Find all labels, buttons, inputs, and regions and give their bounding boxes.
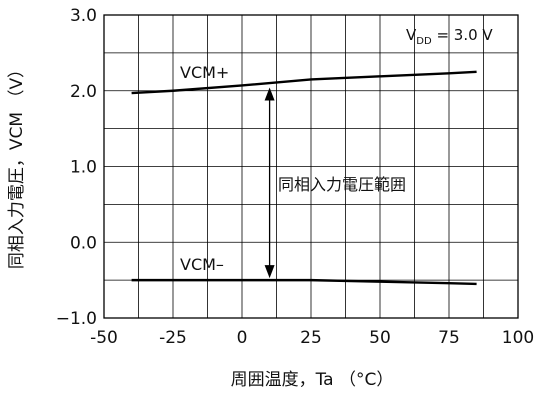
x-tick-label: -50 — [90, 328, 118, 348]
condition-sub: DD — [416, 36, 432, 47]
x-tick-label: 50 — [369, 328, 391, 348]
range-arrow-head-up — [264, 87, 275, 101]
series-line-vcm-minus — [131, 278, 477, 286]
series-label-vcm-plus: VCM+ — [180, 63, 229, 82]
condition-suffix: = 3.0 V — [432, 26, 494, 44]
y-axis-label: 同相入力電圧，VCM （V） — [7, 61, 27, 269]
annotation-label: 同相入力電圧範囲 — [278, 175, 406, 194]
y-tick-label: 2.0 — [70, 82, 97, 102]
series-label-vcm-minus: VCM– — [180, 255, 224, 274]
x-tick-label: 25 — [300, 328, 322, 348]
range-arrow-head-down — [264, 265, 275, 279]
x-tick-label: 75 — [438, 328, 460, 348]
tick-labels: -50 -25 0 25 50 75 100 −1.0 0.0 1.0 2.0 3.0 — [56, 6, 535, 348]
y-tick-label: 3.0 — [70, 6, 97, 26]
x-axis-label: 周囲温度，Ta （°C） — [231, 370, 394, 390]
x-tick-label: 100 — [502, 328, 534, 348]
condition-label: VDD = 3.0 V — [406, 26, 493, 47]
y-tick-label: 1.0 — [70, 158, 97, 178]
x-tick-label: 0 — [237, 328, 248, 348]
plot-frame — [103, 14, 519, 319]
series-layer — [131, 70, 477, 286]
y-tick-label: 0.0 — [70, 233, 97, 253]
x-tick-label: -25 — [159, 328, 187, 348]
y-tick-label: −1.0 — [56, 309, 97, 329]
grid — [103, 14, 519, 319]
range-arrow — [264, 87, 275, 279]
condition-prefix: V — [406, 26, 417, 44]
series-line-vcm-plus — [131, 70, 477, 95]
